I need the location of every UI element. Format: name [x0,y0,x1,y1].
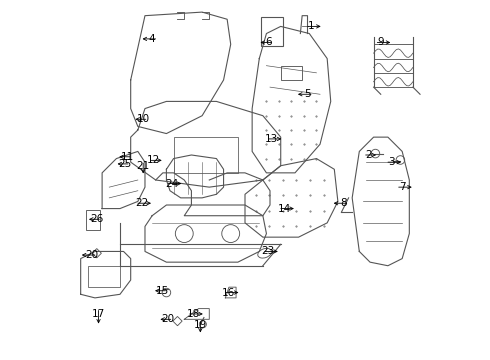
Text: 11: 11 [121,152,134,162]
Text: 2: 2 [365,150,371,160]
Text: 3: 3 [388,157,395,167]
Text: 16: 16 [222,288,236,297]
Ellipse shape [258,248,271,258]
Text: 10: 10 [137,114,150,124]
Text: 14: 14 [278,203,291,213]
FancyBboxPatch shape [86,210,100,230]
Text: 19: 19 [194,320,207,330]
Text: 21: 21 [137,161,150,171]
Text: 12: 12 [147,156,161,165]
Text: 1: 1 [308,21,315,31]
Text: 6: 6 [265,37,271,48]
Text: 4: 4 [149,34,155,44]
FancyBboxPatch shape [261,18,283,46]
Text: 25: 25 [119,159,132,169]
Polygon shape [92,249,101,258]
Text: 5: 5 [304,89,311,99]
Text: 17: 17 [92,309,105,319]
Text: 13: 13 [265,134,278,144]
Text: 8: 8 [340,198,346,208]
Text: 15: 15 [156,286,170,296]
Text: 23: 23 [262,247,275,256]
Text: 18: 18 [187,309,200,319]
Text: 20: 20 [85,250,98,260]
Text: 7: 7 [399,182,406,192]
Text: 20: 20 [162,314,175,324]
Text: 26: 26 [90,214,103,224]
Text: 9: 9 [377,37,384,48]
Text: 24: 24 [165,179,178,189]
Text: 22: 22 [135,198,148,208]
Polygon shape [173,316,182,326]
